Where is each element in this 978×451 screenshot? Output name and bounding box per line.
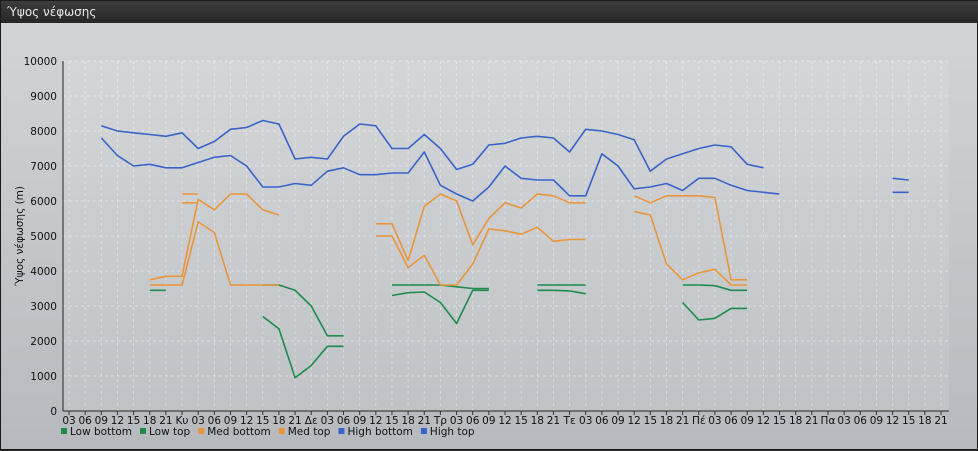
- x-tick-label: 21: [547, 415, 560, 427]
- y-tick-label: 5000: [30, 231, 57, 243]
- series-line-low-top: [537, 289, 586, 295]
- x-tick-label: 09: [741, 415, 754, 427]
- series-line-low-top: [262, 315, 344, 379]
- legend-label-low-bottom: Low bottom: [70, 426, 132, 438]
- x-tick-label: Πα: [821, 415, 836, 427]
- x-tick-label: 18: [660, 415, 673, 427]
- x-tick-label: 09: [224, 415, 237, 427]
- x-tick-label: Πέ: [692, 415, 706, 427]
- x-tick-label: 06: [854, 415, 868, 427]
- x-tick-label: 06: [724, 415, 738, 427]
- legend-swatch-low-bottom: [61, 428, 67, 434]
- cloud-height-chart: 0 1000 2000 3000 4000 5000 6000 7000 8000 9000 100…: [14, 56, 949, 438]
- legend-swatch-high-top: [420, 428, 427, 434]
- x-tick-label: 21: [805, 415, 818, 427]
- x-tick-label: 18: [401, 415, 414, 427]
- x-tick-label: 03: [191, 415, 204, 427]
- x-tick-label: 12: [498, 415, 511, 427]
- y-tick-label: 6000: [30, 196, 57, 208]
- series-line-med-bottom: [634, 210, 748, 286]
- legend-swatch-med-bottom: [198, 428, 205, 434]
- series-line-high-top: [101, 119, 764, 172]
- y-tick-label: 0: [50, 406, 57, 418]
- x-tick-label: 06: [337, 415, 351, 427]
- series-line-high-top: [892, 177, 909, 181]
- x-tick-label: 21: [288, 415, 301, 427]
- x-tick-label: Τρ: [433, 415, 447, 427]
- legend-label-med-top: Med top: [288, 426, 331, 438]
- x-tick-label: 06: [595, 415, 609, 427]
- x-tick-label: 12: [369, 415, 382, 427]
- series-line-low-top: [682, 301, 748, 321]
- x-tick-label: Δε: [305, 415, 318, 427]
- x-tick-label: 18: [143, 415, 156, 427]
- x-tick-label: 21: [418, 415, 431, 427]
- x-tick-label: 09: [353, 415, 366, 427]
- x-tick-label: 15: [514, 415, 527, 427]
- x-tick-label: 09: [611, 415, 624, 427]
- x-tick-label: 15: [127, 415, 140, 427]
- x-tick-label: 03: [321, 415, 334, 427]
- x-tick-label: 18: [789, 415, 802, 427]
- window-title: Ύψος νέφωσης: [1, 1, 978, 23]
- y-axis-label: Ύψος νέφωσης (m): [14, 186, 26, 287]
- legend-label-med-bottom: Med bottom: [207, 426, 271, 438]
- x-tick-label: 09: [870, 415, 883, 427]
- x-tick-label: 15: [773, 415, 786, 427]
- x-tick-label: 15: [902, 415, 915, 427]
- x-tick-label: 12: [757, 415, 770, 427]
- x-tick-label: 03: [708, 415, 721, 427]
- x-tick-label: Τε: [563, 415, 576, 427]
- x-tick-label: 12: [886, 415, 899, 427]
- x-tick-label: 21: [934, 415, 947, 427]
- x-tick-label: 21: [159, 415, 172, 427]
- series-line-med-top: [375, 193, 586, 262]
- series-line-low-bottom: [682, 284, 748, 292]
- series-line-med-bottom: [375, 226, 586, 286]
- x-tick-label: 18: [531, 415, 544, 427]
- x-tick-label: 12: [240, 415, 253, 427]
- series-line-high-bottom: [100, 137, 780, 202]
- x-tick-label: 03: [62, 415, 75, 427]
- y-tick-label: 3000: [30, 301, 57, 313]
- legend-label-low-top: Low top: [149, 426, 191, 438]
- x-tick-label: 09: [482, 415, 495, 427]
- x-tick-label: 15: [256, 415, 269, 427]
- y-tick-label: 1000: [30, 371, 57, 383]
- x-tick-label: 12: [627, 415, 640, 427]
- legend-swatch-low-top: [140, 428, 146, 434]
- y-tick-label: 8000: [30, 126, 57, 138]
- x-tick-label: Κυ: [176, 415, 189, 427]
- x-tick-label: 12: [111, 415, 124, 427]
- x-tick-label: 03: [579, 415, 592, 427]
- legend-label-high-bottom: High bottom: [347, 426, 412, 438]
- x-tick-label: 09: [95, 415, 108, 427]
- x-tick-label: 06: [78, 415, 92, 427]
- legend-label-high-top: High top: [430, 426, 475, 438]
- series-line-med-top: [633, 195, 748, 281]
- legend-swatch-med-top: [278, 428, 285, 434]
- y-tick-label: 9000: [30, 91, 57, 103]
- x-tick-label: 21: [676, 415, 689, 427]
- x-tick-label: 15: [385, 415, 398, 427]
- y-tick-label: 2000: [30, 336, 57, 348]
- series-line-low-top: [391, 289, 489, 325]
- x-tick-label: 06: [208, 415, 222, 427]
- series-line-med-top: [149, 193, 280, 281]
- y-tick-label: 4000: [30, 266, 57, 278]
- y-tick-label: 7000: [30, 161, 57, 173]
- legend-swatch-high-bottom: [338, 428, 345, 434]
- x-tick-label: 18: [918, 415, 931, 427]
- x-tick-label: 03: [450, 415, 463, 427]
- x-tick-label: 06: [466, 415, 480, 427]
- series-line-med-bottom: [149, 221, 279, 286]
- x-tick-label: 03: [837, 415, 850, 427]
- y-tick-label: 10000: [24, 56, 57, 68]
- x-tick-label: 18: [272, 415, 285, 427]
- x-tick-label: 15: [644, 415, 657, 427]
